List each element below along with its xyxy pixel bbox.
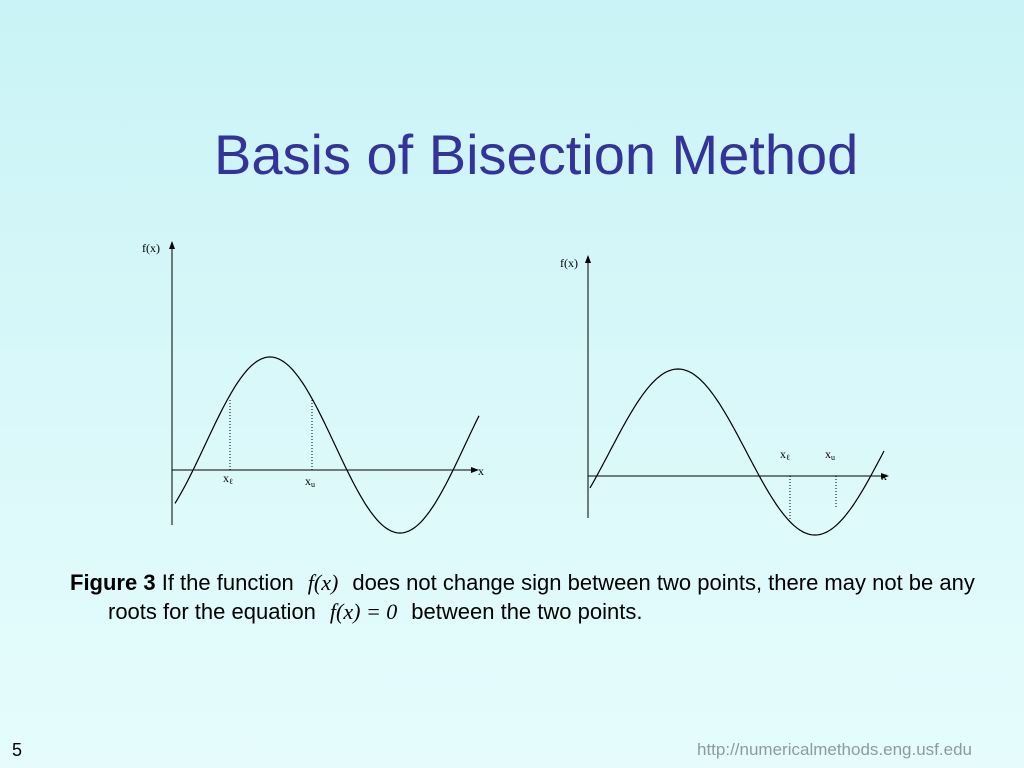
xu-sub: u xyxy=(831,453,835,462)
xu-label: xu xyxy=(825,447,835,462)
figure-left: f(x) x xℓ xu xyxy=(142,241,484,534)
xl-base: x xyxy=(223,471,229,485)
xl-label: xℓ xyxy=(223,471,233,486)
caption-text: does not change sign between two points,… xyxy=(108,570,975,624)
math: f(x) xyxy=(307,570,339,595)
xl-label: xℓ xyxy=(780,447,790,462)
footer-url: http://numericalmethods.eng.usf.edu xyxy=(697,740,972,759)
math: f(x) = 0 xyxy=(329,599,398,624)
xl-base: x xyxy=(780,447,786,461)
page-number: 5 xyxy=(12,740,23,760)
xu-base: x xyxy=(305,474,311,488)
xu-sub: u xyxy=(311,480,315,489)
caption-text: between the two points. xyxy=(411,599,643,624)
curve xyxy=(174,356,480,534)
x-label: x xyxy=(478,464,484,478)
xu-label: xu xyxy=(305,474,315,489)
x-label: x xyxy=(881,469,887,483)
caption-label: Figure 3 xyxy=(70,570,156,595)
slide-title: Basis of Bisection Method xyxy=(214,123,859,186)
y-label: f(x) xyxy=(142,241,160,255)
xu-base: x xyxy=(825,447,831,461)
caption: Figure 3 If the function f(x) does not cha… xyxy=(70,568,988,626)
curve xyxy=(589,368,885,536)
caption-text: If the function xyxy=(161,570,294,595)
xl-sub: ℓ xyxy=(786,453,790,462)
y-label: f(x) xyxy=(560,256,578,270)
xl-sub: ℓ xyxy=(229,477,233,486)
figure-right: f(x) x xℓ xu xyxy=(560,255,889,536)
